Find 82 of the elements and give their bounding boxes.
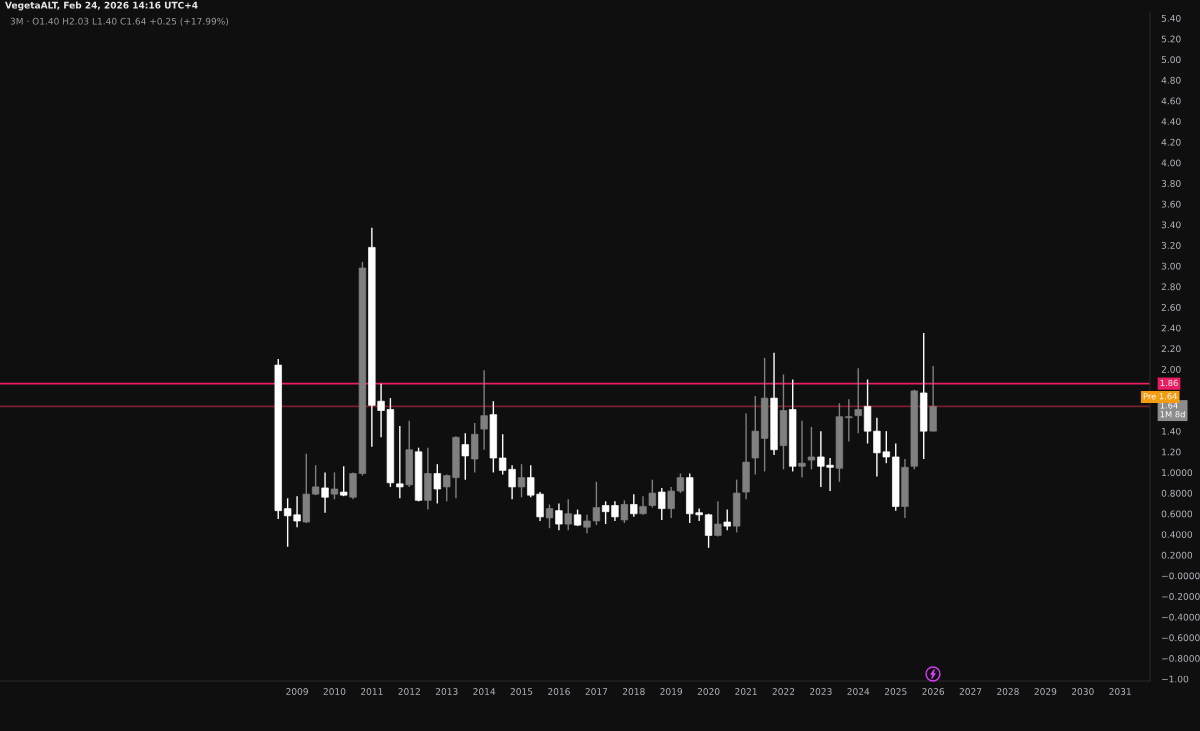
candlestick [555,502,563,531]
candlestick [517,463,526,498]
candlestick [396,425,404,499]
y-tick-label: 2.00 [1161,365,1181,373]
y-tick-label: 4.20 [1161,138,1181,146]
x-tick-label: 2010 [323,688,346,695]
y-tick-label: −0.6000 [1162,634,1200,642]
y-tick-label: 0.4000 [1161,531,1193,538]
candlestick [330,471,339,500]
x-tick-label: 2031 [1109,688,1131,695]
y-tick-label: −1.00 [1162,675,1189,683]
x-tick-label: 2030 [1071,688,1094,695]
candlestick [620,499,629,524]
y-tick-label: 2.80 [1161,283,1181,291]
x-tick-label: 2022 [772,688,795,695]
candlestick [704,513,713,549]
x-tick-label: 2028 [997,688,1019,695]
x-tick-label: 2014 [473,688,496,695]
y-tick-label: 1.20 [1162,448,1181,456]
x-tick-label: 2017 [585,688,608,695]
ref-line-label: 1.86 [1160,379,1178,387]
x-tick-label: 2020 [697,688,720,695]
candlestick [340,465,348,497]
y-tick-label: 5.20 [1161,35,1181,43]
y-tick-label: 4.80 [1161,76,1181,84]
text: 3M · O1.40 H2.03 L1.40 C1.64 +0.25 (+17.99%) [10,17,229,26]
x-tick-label: 2026 [922,688,945,695]
y-tick-label: −0.8000 [1162,655,1200,662]
candlestick [480,369,488,451]
y-tick-label: 1.0000 [1162,469,1193,477]
x-tick-label: 2012 [398,688,420,695]
y-tick-label: 5.00 [1161,56,1181,64]
y-tick-label: −0.2000 [1162,593,1200,600]
candlestick [854,367,862,434]
candlestick [714,500,722,538]
x-tick-label: 2009 [286,688,308,695]
y-tick-label: 2.20 [1161,345,1181,353]
y-tick-label: −0.4000 [1162,613,1200,621]
candlestick [723,508,731,531]
x-tick-label: 2018 [622,688,645,695]
candlestick [807,426,816,471]
candlestick [798,420,806,479]
x-tick-label: 2024 [847,688,870,695]
x-tick-label: 2029 [1034,688,1057,695]
y-tick-label: 5.40 [1161,14,1181,22]
candlestick [311,464,320,496]
candlestick [461,432,469,481]
candlestick [630,493,638,518]
x-tick-label: 2023 [810,688,832,695]
x-tick-label: 2019 [660,688,683,695]
x-tick-label: 2021 [735,688,757,695]
y-tick-label: 1.40 [1162,427,1181,435]
annotation: Pre 1.64 [1143,393,1177,400]
x-tick-label: 2025 [884,688,907,695]
y-tick-label: 3.80 [1161,180,1181,187]
y-tick-label: 0.2000 [1161,551,1193,559]
candlestick [648,478,657,509]
y-tick-label: 4.00 [1161,159,1181,167]
x-tick-label: 2011 [361,688,383,695]
candlestick [433,463,441,505]
y-tick-label: 0.8000 [1161,489,1193,497]
y-tick-label: 0.6000 [1161,510,1193,518]
x-tick-label: 2027 [959,688,982,695]
y-tick-label: 3.20 [1161,242,1181,249]
text: VegetaALT, Feb 24, 2026 14:16 UTC+4 [5,1,198,11]
y-tick-label: 4.40 [1161,118,1181,125]
candlestick [545,503,554,529]
y-tick-label: −0.0000 [1162,572,1200,580]
x-tick-label: 2016 [548,688,570,695]
candlestick [321,471,329,514]
candlestick [639,495,647,516]
y-tick-label: 2.60 [1161,304,1181,311]
candlestick [658,487,666,521]
x-tick-label: 2013 [435,688,458,695]
y-tick-label: 3.00 [1161,262,1181,270]
y-tick-label: 3.40 [1161,221,1181,229]
y-tick-label: 4.60 [1161,97,1181,105]
x-tick-label: 2015 [510,688,533,695]
y-tick-label: 3.60 [1161,200,1181,208]
y-tick-label: 2.40 [1161,324,1181,332]
candlestick [845,398,853,443]
candlestick [564,498,572,531]
